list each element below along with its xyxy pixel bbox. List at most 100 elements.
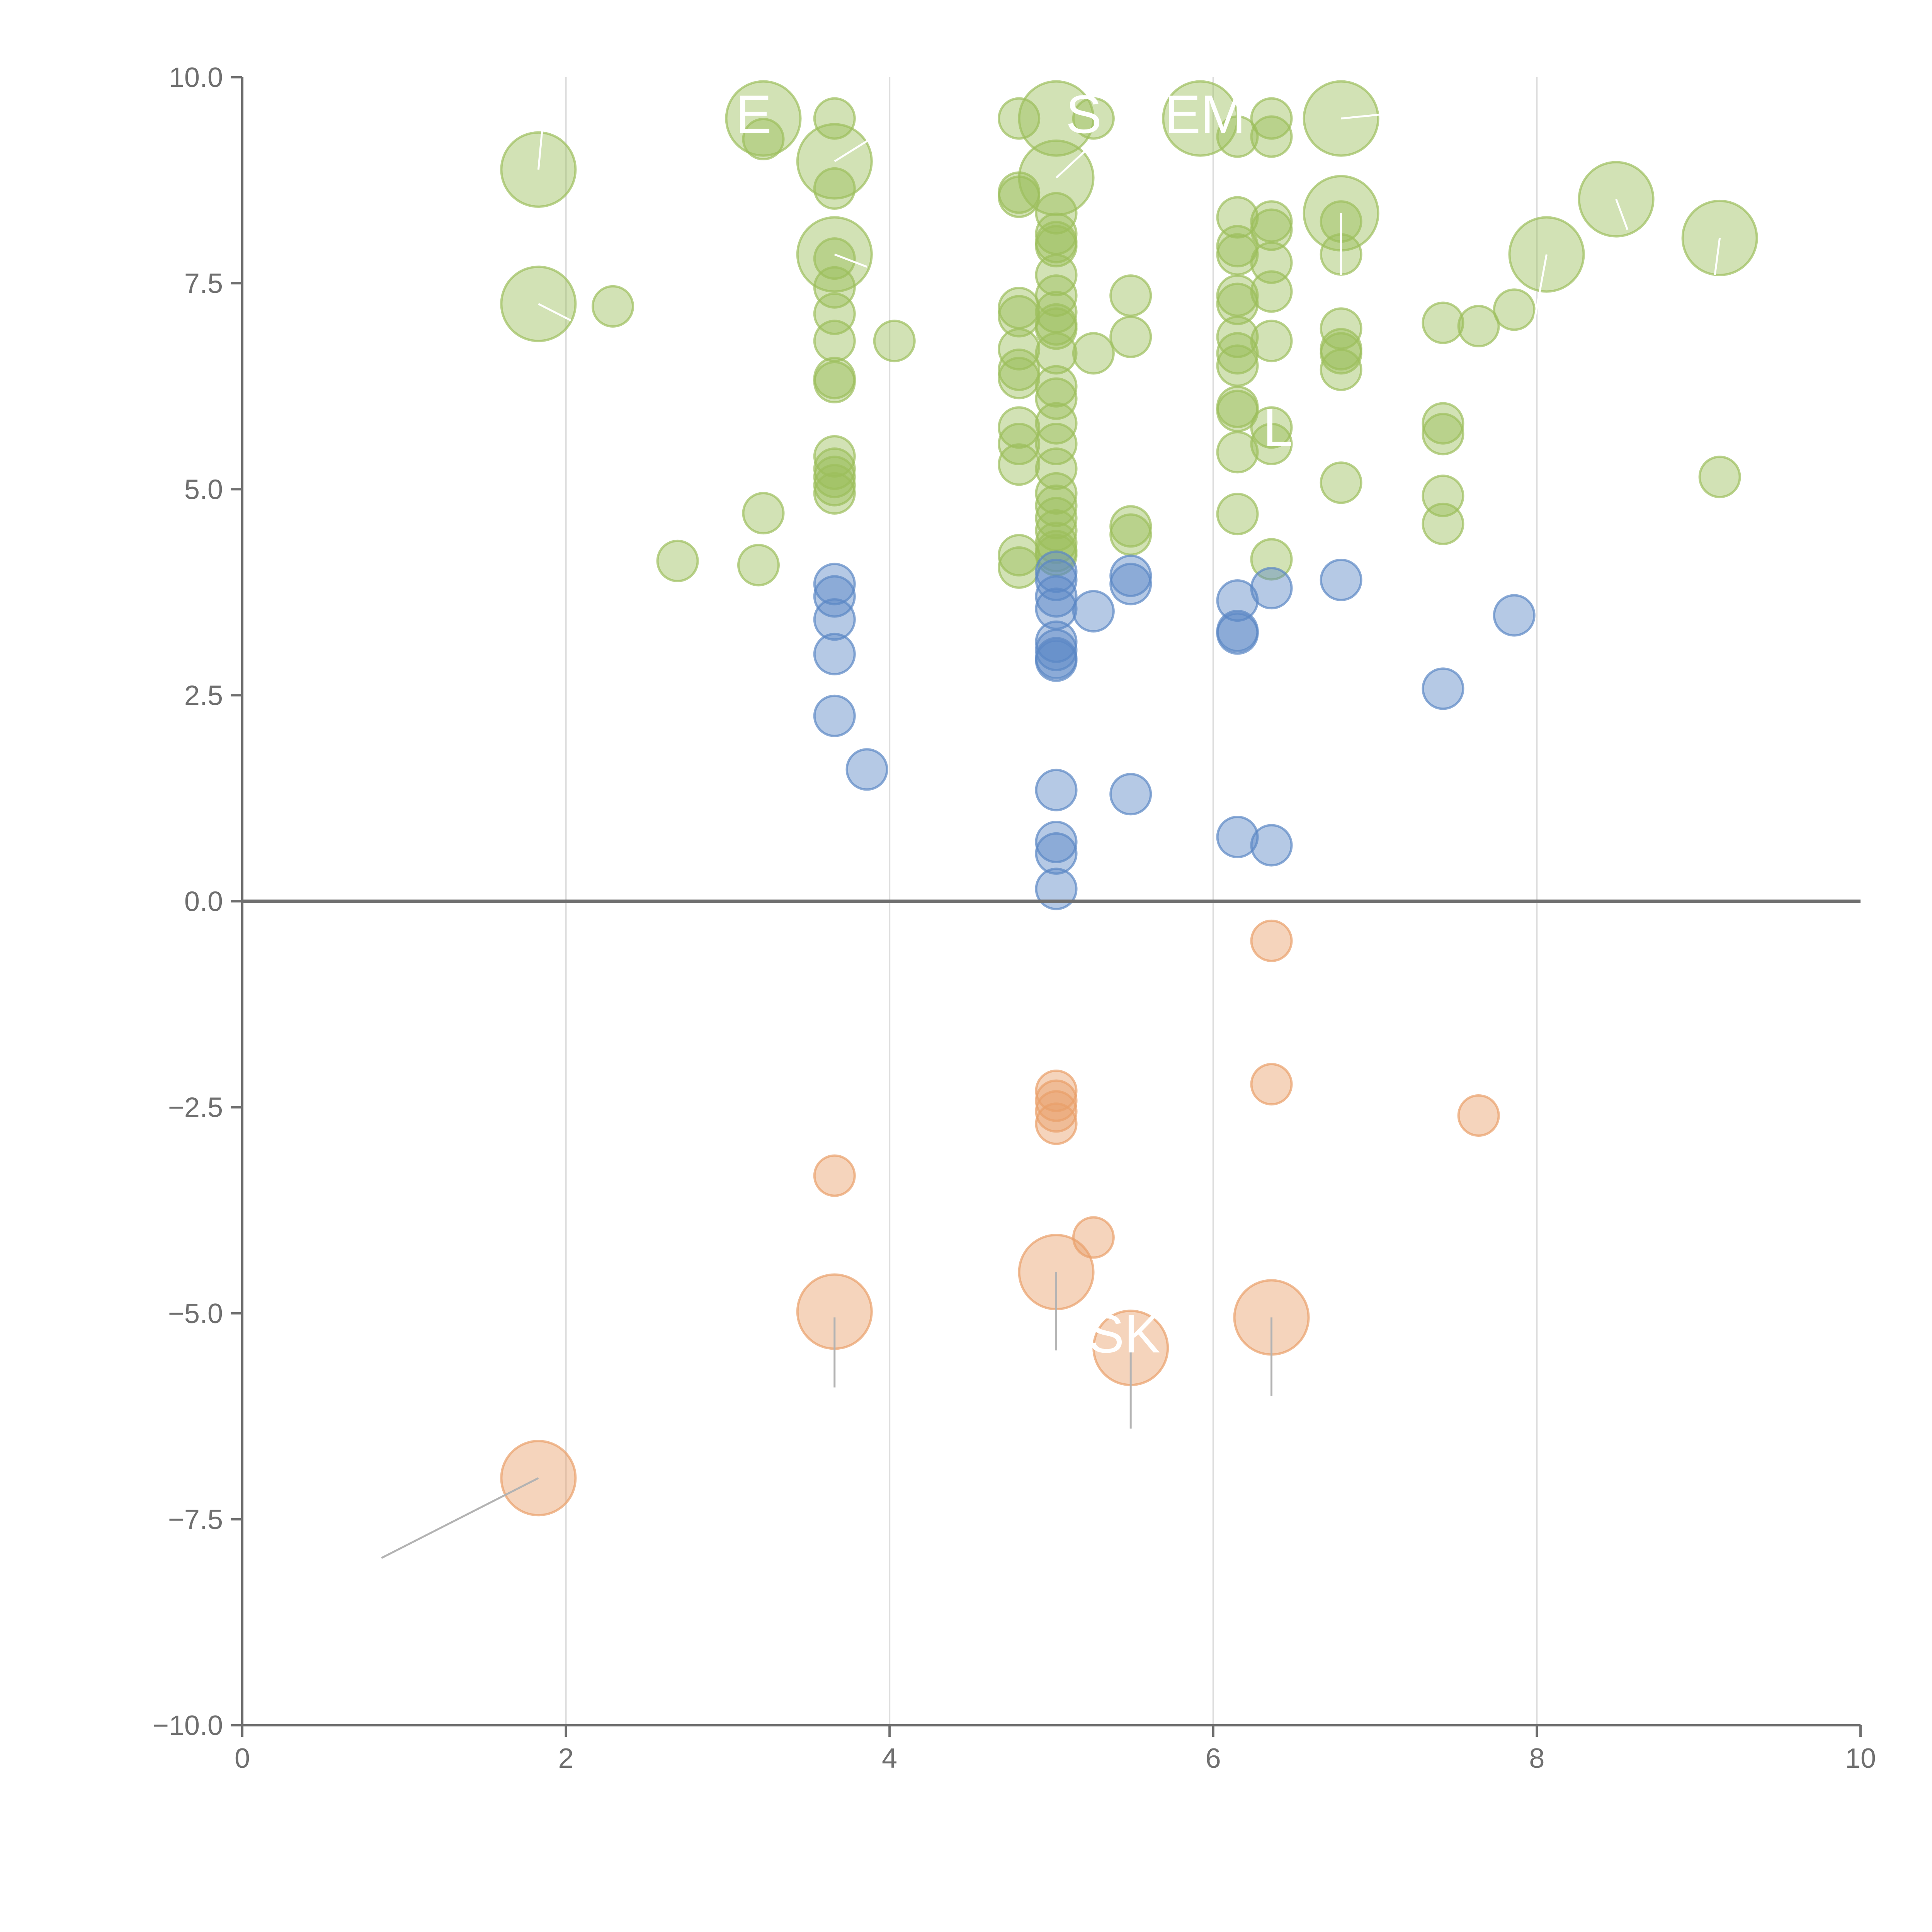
point-mid-14 xyxy=(1035,769,1078,811)
point-mid-15 xyxy=(1035,820,1078,863)
axes: 10.0 7.5 5.0 2.5 0.0 −2.5 −5.0 −7.5 −10.0 0 2 4 6 8 10 xyxy=(153,62,1876,1774)
point-high-75 xyxy=(1216,332,1259,375)
point-high-73 xyxy=(1216,282,1259,325)
y-tick-label-3: 2.5 xyxy=(184,680,223,711)
point-high-100 xyxy=(1422,301,1464,344)
point-high-36 xyxy=(998,546,1041,589)
point-high-52 xyxy=(1035,422,1078,465)
point-mid-20 xyxy=(1109,563,1152,605)
point-neg-0 xyxy=(813,1154,856,1197)
point-high-49 xyxy=(1035,365,1078,408)
point-neg-10 xyxy=(1250,1063,1293,1105)
point-mid-29 xyxy=(1422,667,1464,710)
bubble-label-1: S xyxy=(1066,84,1102,145)
point-high-31 xyxy=(998,357,1041,400)
bubble-label-4: SK xyxy=(1088,1303,1160,1364)
point-high-79 xyxy=(1216,431,1259,474)
point-high-67 xyxy=(1162,80,1239,157)
point-mid-24 xyxy=(1216,612,1259,655)
bubble-label-2: EM xyxy=(1165,84,1246,145)
point-high-107 xyxy=(1508,216,1585,293)
point-high-37 xyxy=(1018,80,1095,157)
point-high-53 xyxy=(1035,447,1078,490)
point-high-56 xyxy=(1035,497,1078,539)
point-high-61 xyxy=(1072,97,1115,140)
leader-line-5 xyxy=(537,118,544,170)
y-tick-label-7: −7.5 xyxy=(168,1504,223,1535)
point-neg-9 xyxy=(1250,919,1293,962)
point-high-104 xyxy=(1422,502,1464,545)
point-high-69 xyxy=(1216,196,1259,239)
point-high-80 xyxy=(1216,493,1259,536)
point-high-101 xyxy=(1422,402,1464,445)
point-high-7 xyxy=(725,80,802,157)
point-high-23 xyxy=(873,320,916,362)
point-high-88 xyxy=(1250,406,1293,449)
point-high-2 xyxy=(592,285,634,328)
point-high-89 xyxy=(1250,422,1293,465)
x-tick-label-5: 10 xyxy=(1845,1743,1876,1774)
point-mid-0 xyxy=(813,563,856,605)
point-high-110 xyxy=(1698,456,1741,498)
y-tick-label-1: 7.5 xyxy=(184,268,223,299)
point-mid-13 xyxy=(1035,639,1078,682)
point-mid-8 xyxy=(1035,575,1078,618)
point-high-68 xyxy=(1216,115,1259,158)
point-high-105 xyxy=(1457,305,1500,348)
point-mid-2 xyxy=(813,598,856,641)
point-high-98 xyxy=(1320,349,1362,391)
leader-line-14 xyxy=(834,253,867,268)
point-high-62 xyxy=(1072,332,1115,375)
y-tick-label-0: 10.0 xyxy=(169,62,223,93)
data-points xyxy=(500,80,1758,1517)
point-mid-27 xyxy=(1250,824,1293,867)
point-high-3 xyxy=(656,539,699,582)
leader-lines xyxy=(381,111,1721,1559)
point-mid-26 xyxy=(1250,567,1293,610)
point-neg-3 xyxy=(1035,1079,1078,1122)
point-high-85 xyxy=(1250,241,1293,284)
point-mid-3 xyxy=(813,633,856,675)
point-high-10 xyxy=(813,167,856,210)
leader-line-0 xyxy=(381,1477,539,1559)
x-tick-label-0: 0 xyxy=(235,1743,250,1774)
point-mid-4 xyxy=(813,694,856,737)
bubble-labels: E S EM L SK xyxy=(736,84,1293,1364)
point-neg-12 xyxy=(1457,1094,1500,1137)
point-high-17 xyxy=(813,361,856,404)
point-high-22 xyxy=(813,472,856,515)
point-mid-18 xyxy=(1072,590,1115,633)
y-tick-label-5: −2.5 xyxy=(168,1092,223,1123)
point-mid-21 xyxy=(1109,773,1152,816)
point-high-15 xyxy=(813,320,856,362)
leader-line-13 xyxy=(1714,238,1721,276)
bubble-label-0: E xyxy=(736,84,772,145)
point-neg-7 xyxy=(1072,1216,1115,1259)
leader-line-12 xyxy=(1532,254,1548,325)
point-high-97 xyxy=(1320,332,1362,375)
y-tick-label-4: 0.0 xyxy=(184,886,223,917)
point-high-90 xyxy=(1250,538,1293,581)
leader-line-8 xyxy=(1055,142,1094,179)
bubble-label-3: L xyxy=(1263,397,1293,457)
point-high-4 xyxy=(737,544,780,587)
y-tick-label-8: −10.0 xyxy=(153,1710,223,1741)
point-high-55 xyxy=(1035,484,1078,527)
point-high-76 xyxy=(1216,344,1259,387)
point-high-5 xyxy=(742,492,785,535)
point-mid-28 xyxy=(1320,558,1362,601)
point-high-66 xyxy=(1109,513,1152,556)
point-mid-16 xyxy=(1035,832,1078,875)
point-high-8 xyxy=(813,97,856,140)
leader-line-9 xyxy=(1341,111,1408,120)
point-mid-7 xyxy=(1035,558,1078,601)
point-high-84 xyxy=(1250,208,1293,251)
point-high-44 xyxy=(1035,274,1078,317)
point-high-32 xyxy=(998,406,1041,449)
point-neg-5 xyxy=(1035,1102,1078,1145)
point-mid-1 xyxy=(813,575,856,618)
point-high-50 xyxy=(1035,377,1078,420)
x-tick-label-3: 6 xyxy=(1206,1743,1221,1774)
point-neg-4 xyxy=(1035,1090,1078,1133)
